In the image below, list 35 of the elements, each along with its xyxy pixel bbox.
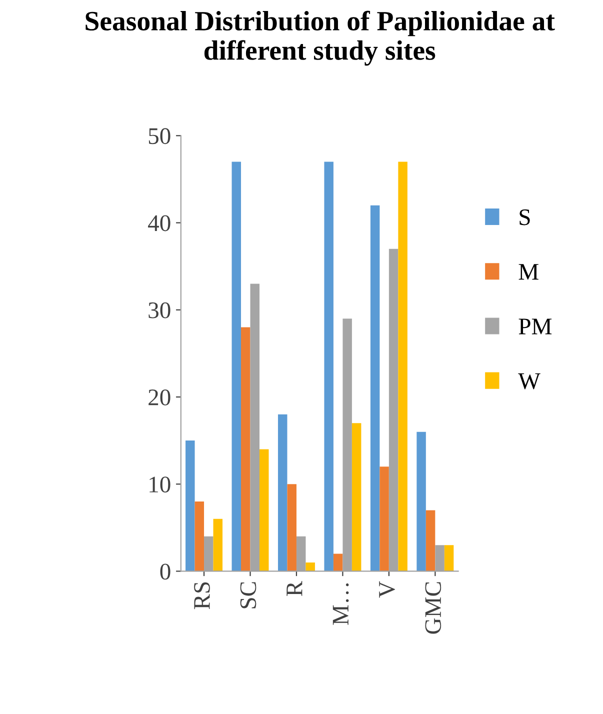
legend-label: W bbox=[518, 373, 540, 390]
legend-label: M bbox=[518, 264, 538, 280]
y-tick-label: 30 bbox=[148, 302, 170, 318]
bar bbox=[213, 518, 223, 572]
bar bbox=[324, 162, 334, 572]
bar bbox=[333, 554, 343, 572]
bar bbox=[352, 423, 362, 572]
legend-label: S bbox=[520, 209, 530, 226]
bar bbox=[194, 502, 204, 572]
bar bbox=[426, 510, 436, 572]
bar bbox=[278, 414, 288, 572]
bar bbox=[416, 432, 426, 572]
x-tick-label: GMC bbox=[425, 582, 442, 634]
x-tick-label: V bbox=[379, 581, 395, 598]
bar bbox=[444, 545, 454, 572]
bar bbox=[398, 162, 408, 572]
y-tick-label: 0 bbox=[160, 564, 170, 580]
chart-title: Seasonal Distribution of Papilionidae at different study sites bbox=[86, 10, 555, 66]
bar bbox=[370, 205, 380, 572]
x-tick-label: RS bbox=[194, 582, 210, 610]
x-tick-label: R bbox=[286, 580, 302, 596]
x-tick-label: M… bbox=[332, 583, 349, 625]
y-tick-label: 10 bbox=[150, 476, 170, 493]
bar bbox=[232, 162, 241, 572]
bar bbox=[380, 466, 389, 572]
bar bbox=[259, 449, 269, 572]
y-tick-label: 50 bbox=[148, 128, 170, 144]
bar bbox=[241, 327, 250, 572]
y-tick-label: 20 bbox=[148, 389, 170, 406]
bar bbox=[306, 562, 315, 572]
legend-label: PM bbox=[518, 318, 552, 334]
x-tick-label: SC bbox=[240, 582, 256, 608]
bar bbox=[186, 440, 195, 572]
bar bbox=[287, 484, 296, 572]
y-tick-label: 40 bbox=[148, 215, 170, 232]
